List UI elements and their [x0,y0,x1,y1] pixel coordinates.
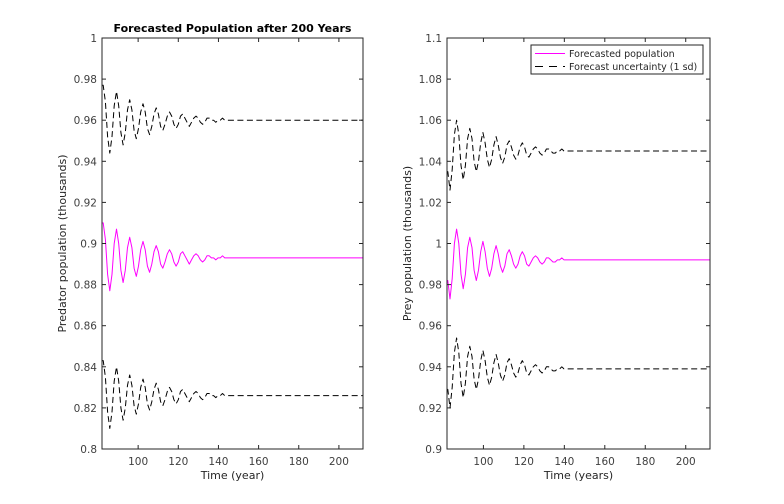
y-tick-label: 1.06 [419,115,443,127]
y-tick-label: 1.08 [419,74,442,86]
predator-panel: 100 120 140 160 180 200 0.8 0.82 0.84 0.86 0.88 0.9… [56,22,364,482]
y-tick-label: 0.92 [419,403,442,415]
prey-panel: 100 120 140 160 180 200 0.9 0.92 0.94 0.96 0.98 1 1.… [401,33,711,482]
y-tick-label: 0.84 [74,362,98,374]
y-tick-label: 0.98 [74,74,97,86]
plot-area [447,119,710,409]
uncertainty-lower-line [447,337,710,409]
y-axis-label: Predator population (thousands) [56,154,69,332]
y-tick-label: 0.98 [419,280,442,292]
y-tick-label: 0.94 [74,156,98,168]
y-tick-label: 1.04 [419,156,443,168]
y-tick-label: 0.92 [74,197,97,209]
forecast-line [447,228,710,300]
x-tick-label: 160 [595,456,615,468]
forecast-line [102,222,363,292]
legend-entry: Forecasted population [535,49,675,60]
chart-title: Forecasted Population after 200 Years [114,22,352,35]
y-tick-label: 1 [435,239,442,251]
y-tick-label: 1.1 [425,33,442,45]
y-tick-label: 0.94 [419,362,443,374]
legend-box [530,44,704,75]
x-axis-label: Time (year) [200,469,265,482]
y-tick-label: 1 [90,33,97,45]
y-tick-label: 0.96 [419,321,443,333]
y-tick-label: 0.9 [425,444,442,456]
y-tick-label: 0.8 [80,444,97,456]
uncertainty-upper-line [102,84,363,154]
legend: Forecasted population Forecast uncertaint… [530,44,704,75]
uncertainty-lower-line [102,360,363,429]
uncertainty-upper-line [447,119,710,191]
legend-entry: Forecast uncertainty (1 sd) [535,62,697,73]
legend-label: Forecasted population [569,49,675,60]
y-tick-label: 0.9 [80,239,97,251]
x-tick-label: 100 [473,456,493,468]
x-tick-label: 140 [554,456,574,468]
x-axis-label: Time (years) [543,469,613,482]
axes-box [446,37,711,450]
plot-area [102,84,363,429]
legend-label: Forecast uncertainty (1 sd) [569,62,697,73]
x-tick-label: 200 [676,456,696,468]
y-tick-label: 1.02 [419,197,442,209]
x-tick-label: 120 [168,456,188,468]
x-tick-label: 180 [635,456,655,468]
x-tick-label: 180 [289,456,309,468]
y-tick-label: 0.86 [74,321,98,333]
y-tick-label: 0.88 [74,280,97,292]
x-tick-label: 120 [514,456,534,468]
x-tick-label: 100 [128,456,148,468]
y-tick-label: 0.96 [74,115,98,127]
x-tick-label: 160 [249,456,269,468]
x-tick-label: 200 [329,456,349,468]
y-axis-label: Prey population (thousands) [401,166,414,321]
y-tick-label: 0.82 [74,403,97,415]
x-tick-label: 140 [208,456,228,468]
